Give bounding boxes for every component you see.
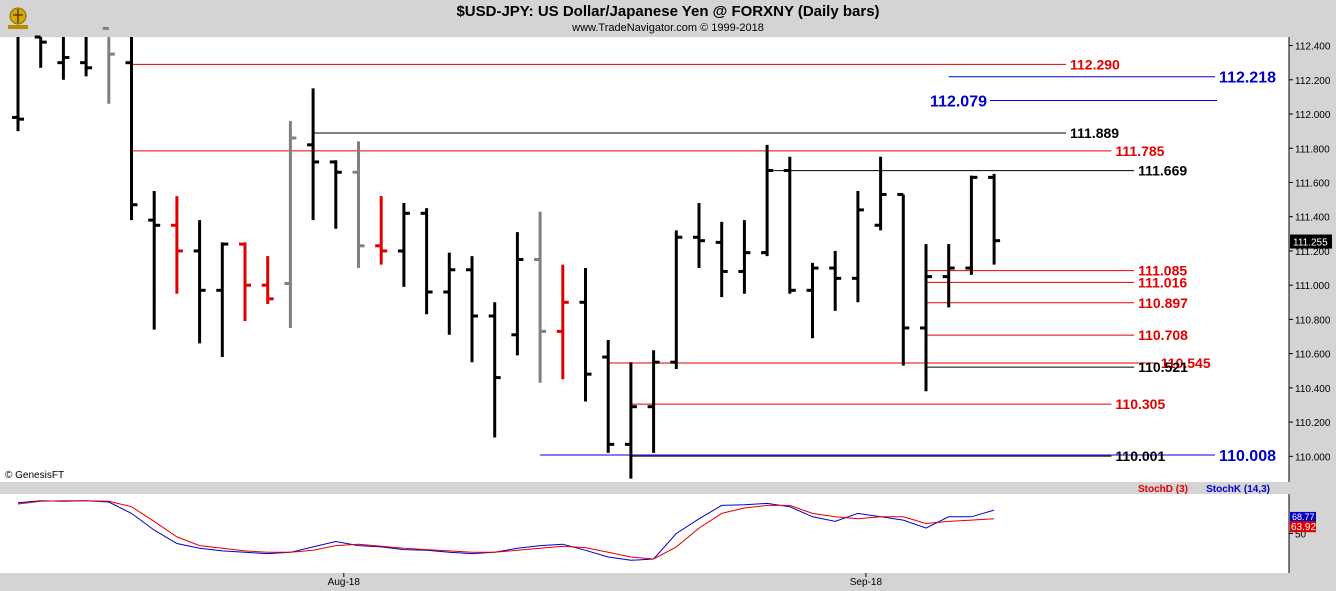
x-axis-label: Aug-18 xyxy=(328,577,361,588)
level-label: 110.521 xyxy=(1138,359,1188,375)
ohlc-bar xyxy=(829,250,842,311)
price-axis-label: 110.400 xyxy=(1295,384,1331,395)
ohlc-bar xyxy=(534,211,547,383)
stoch-axis-label: 50 xyxy=(1295,530,1307,541)
ohlc-bar xyxy=(488,302,501,438)
ohlc-bar xyxy=(579,268,592,402)
price-axis-label: 112.400 xyxy=(1295,42,1331,53)
price-axis-label: 110.800 xyxy=(1295,315,1331,326)
legend-stochd: StochD (3) xyxy=(1138,484,1188,495)
x-axis-label: Sep-18 xyxy=(850,577,883,588)
ohlc-bar xyxy=(148,191,161,330)
ohlc-bar xyxy=(239,242,251,322)
watermark: © GenesisFT xyxy=(5,470,64,481)
ohlc-bar xyxy=(783,156,796,294)
price-axis-label: 111.400 xyxy=(1295,213,1330,224)
level-label: 111.889 xyxy=(1070,125,1119,141)
stochd-last-label: 63.92 xyxy=(1291,522,1316,533)
price-axis-label: 111.800 xyxy=(1295,144,1330,155)
ohlc-bar xyxy=(170,196,183,294)
logo-icon xyxy=(8,7,28,29)
stoch-line xyxy=(17,500,995,561)
ohlc-bar xyxy=(102,26,115,104)
ohlc-bar xyxy=(851,191,864,303)
ohlc-bar xyxy=(715,221,728,298)
ohlc-bar xyxy=(693,203,705,269)
price-panel xyxy=(0,37,1289,482)
ohlc-bar xyxy=(352,141,365,269)
level-label: 111.085 xyxy=(1138,263,1187,279)
stochk-last-label: 68.77 xyxy=(1292,512,1315,522)
ohlc-bar xyxy=(942,244,955,308)
level-label: 111.785 xyxy=(1115,143,1164,159)
last-price-label: 111.255 xyxy=(1293,238,1328,249)
ohlc-bar xyxy=(80,37,93,77)
level-label: 110.897 xyxy=(1138,295,1188,311)
level-label: 110.708 xyxy=(1138,327,1188,343)
stochd-last-box xyxy=(1290,521,1316,533)
last-price-box xyxy=(1290,234,1332,249)
ohlc-bar xyxy=(34,35,47,68)
ohlc-bar xyxy=(647,350,660,453)
legend-stochk: StochK (14,3) xyxy=(1206,484,1270,495)
stochastic-panel xyxy=(0,494,1289,573)
ohlc-bar xyxy=(624,362,637,479)
price-axis-label: 111.200 xyxy=(1295,247,1330,258)
ohlc-bar xyxy=(806,262,819,339)
level-label: 110.001 xyxy=(1115,448,1165,464)
ohlc-bar xyxy=(307,88,320,221)
ohlc-bar xyxy=(397,203,410,287)
ohlc-bar xyxy=(897,192,910,366)
price-axis-label: 110.200 xyxy=(1295,418,1331,429)
ohlc-bar xyxy=(738,220,751,294)
ohlc-bar xyxy=(420,208,433,315)
ohlc-bar xyxy=(57,37,70,80)
price-axis-label: 110.000 xyxy=(1295,452,1331,463)
level-label: 111.669 xyxy=(1138,163,1187,179)
ohlc-bar xyxy=(511,232,524,356)
ohlc-bar xyxy=(965,175,978,275)
ohlc-bar xyxy=(125,37,138,221)
price-axis-label: 110.600 xyxy=(1295,350,1331,361)
ohlc-bar xyxy=(556,264,569,380)
level-label: 112.079 xyxy=(930,93,987,110)
ohlc-bar xyxy=(920,244,932,392)
level-label: 110.008 xyxy=(1219,448,1276,465)
ohlc-bar xyxy=(12,37,24,132)
ohlc-bar xyxy=(874,156,887,231)
ohlc-bar xyxy=(329,160,342,229)
price-axis-label: 112.200 xyxy=(1295,76,1331,87)
ohlc-bar xyxy=(466,256,478,363)
chart-title: $USD-JPY: US Dollar/Japanese Yen @ FORXN… xyxy=(456,3,880,20)
price-axis-label: 111.600 xyxy=(1295,178,1330,189)
ohlc-bar xyxy=(375,196,388,265)
ohlc-bar xyxy=(602,339,615,453)
ohlc-bar xyxy=(988,173,1001,265)
ohlc-bar xyxy=(670,230,683,370)
ohlc-bar xyxy=(761,144,774,257)
ohlc-bar xyxy=(261,256,274,304)
price-axis-label: 112.000 xyxy=(1295,110,1331,121)
level-label: 112.218 xyxy=(1219,70,1276,87)
stoch-line xyxy=(17,500,995,560)
ohlc-bar xyxy=(216,242,229,358)
ohlc-bar xyxy=(443,252,456,335)
level-label: 111.016 xyxy=(1138,274,1187,290)
level-label: 110.545 xyxy=(1161,355,1211,371)
ohlc-bar xyxy=(284,120,297,328)
level-label: 110.305 xyxy=(1115,396,1165,412)
ohlc-bar xyxy=(193,220,206,344)
stochk-last-box xyxy=(1290,511,1316,522)
price-axis-label: 111.000 xyxy=(1295,281,1330,292)
chart-subtitle: www.TradeNavigator.com © 1999-2018 xyxy=(572,22,764,34)
level-label: 112.290 xyxy=(1070,56,1120,72)
